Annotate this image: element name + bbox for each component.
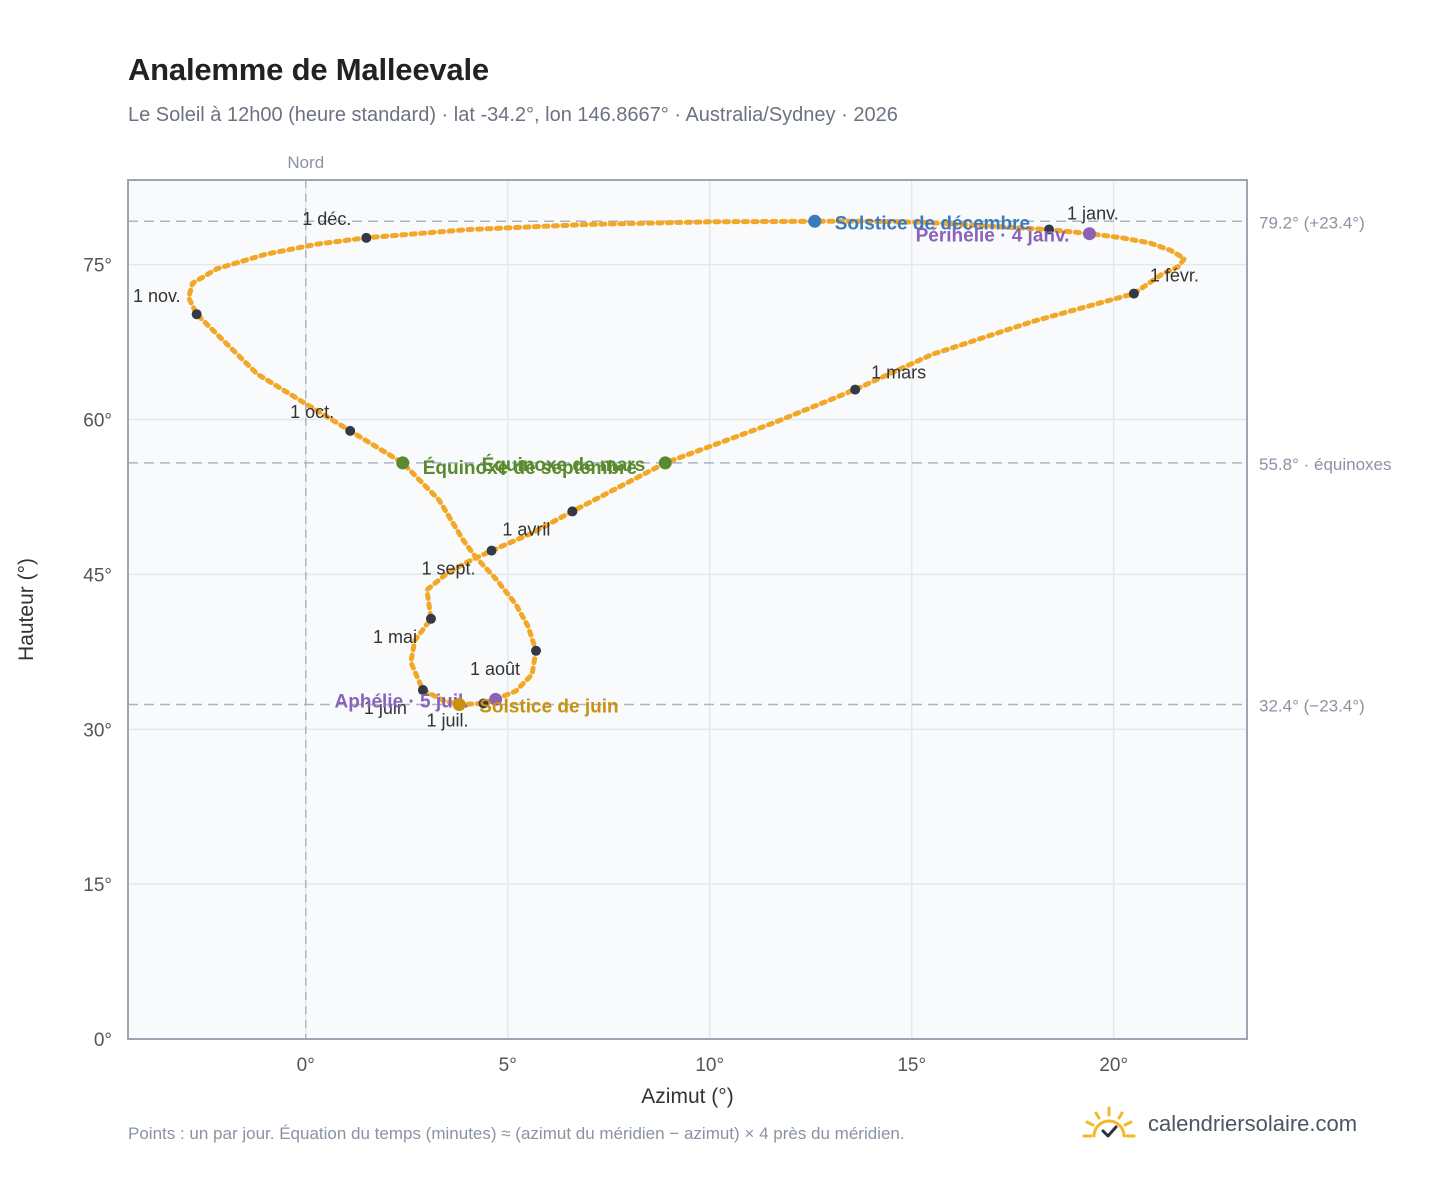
y-axis-label: Hauteur (°) [15,558,38,661]
month-marker [1044,224,1055,235]
month-label: 1 juin [364,698,407,718]
month-label: 1 mai [373,627,417,647]
month-label: 1 mars [871,363,926,383]
x-tick-label: 10° [695,1055,724,1076]
event-marker [452,697,466,711]
month-marker [486,545,497,556]
reference-label: 32.4° (−23.4°) [1259,696,1365,715]
month-marker [850,384,861,395]
month-label: 1 janv. [1067,204,1119,224]
month-marker [478,698,489,709]
event-label: Périhélie · 4 janv. [916,226,1070,247]
y-tick-label: 75° [83,256,112,277]
month-label: 1 nov. [133,286,181,306]
event-marker [396,456,410,470]
x-tick-label: 5° [499,1055,517,1076]
plot-area [128,180,1247,1039]
chart-subtitle: Le Soleil à 12h00 (heure standard) · lat… [128,104,898,126]
brand[interactable]: calendriersolaire.com [1082,1104,1357,1144]
month-label: 1 sept. [422,559,476,579]
x-tick-label: 15° [897,1055,926,1076]
plot-frame [127,179,1248,1040]
sun-check-icon [1082,1106,1136,1138]
month-label: 1 oct. [290,402,334,422]
month-label: 1 déc. [302,209,351,229]
event-label: Solstice de juin [479,696,618,717]
x-axis-label: Azimut (°) [641,1085,733,1108]
brand-name: calendriersolaire.com [1148,1111,1358,1136]
event-marker [489,692,503,706]
month-marker [417,685,428,696]
month-label: 1 avril [502,519,550,539]
month-marker [425,613,436,624]
y-tick-label: 0° [94,1030,112,1051]
month-label: 1 juil. [426,710,468,730]
event-marker [808,214,822,228]
month-marker [567,506,578,517]
month-marker [345,425,356,436]
month-label: 1 févr. [1150,266,1199,286]
event-label: Équinoxe de septembre [423,457,637,479]
month-marker [361,232,372,243]
footer-note: Points : un par jour. Équation du temps … [128,1124,905,1143]
reference-label: 79.2° (+23.4°) [1259,213,1365,232]
month-label: 1 août [470,659,520,679]
y-tick-label: 60° [83,411,112,432]
event-label: Solstice de décembre [835,213,1030,234]
month-marker [531,645,542,656]
event-label: Aphélie · 5 juil. [335,691,469,712]
meridian-label: Nord [287,153,324,172]
month-marker [191,309,202,320]
event-label: Équinoxe de mars [482,454,646,476]
x-tick-label: 0° [297,1055,315,1076]
event-marker [1082,227,1096,241]
chart-title: Analemme de Malleevale [128,52,489,87]
reference-label: 55.8° · équinoxes [1259,455,1392,474]
y-tick-label: 45° [83,565,112,586]
month-marker [1128,288,1139,299]
event-marker [658,456,672,470]
x-tick-label: 20° [1099,1055,1128,1076]
y-tick-label: 30° [83,720,112,741]
y-tick-label: 15° [83,875,112,896]
